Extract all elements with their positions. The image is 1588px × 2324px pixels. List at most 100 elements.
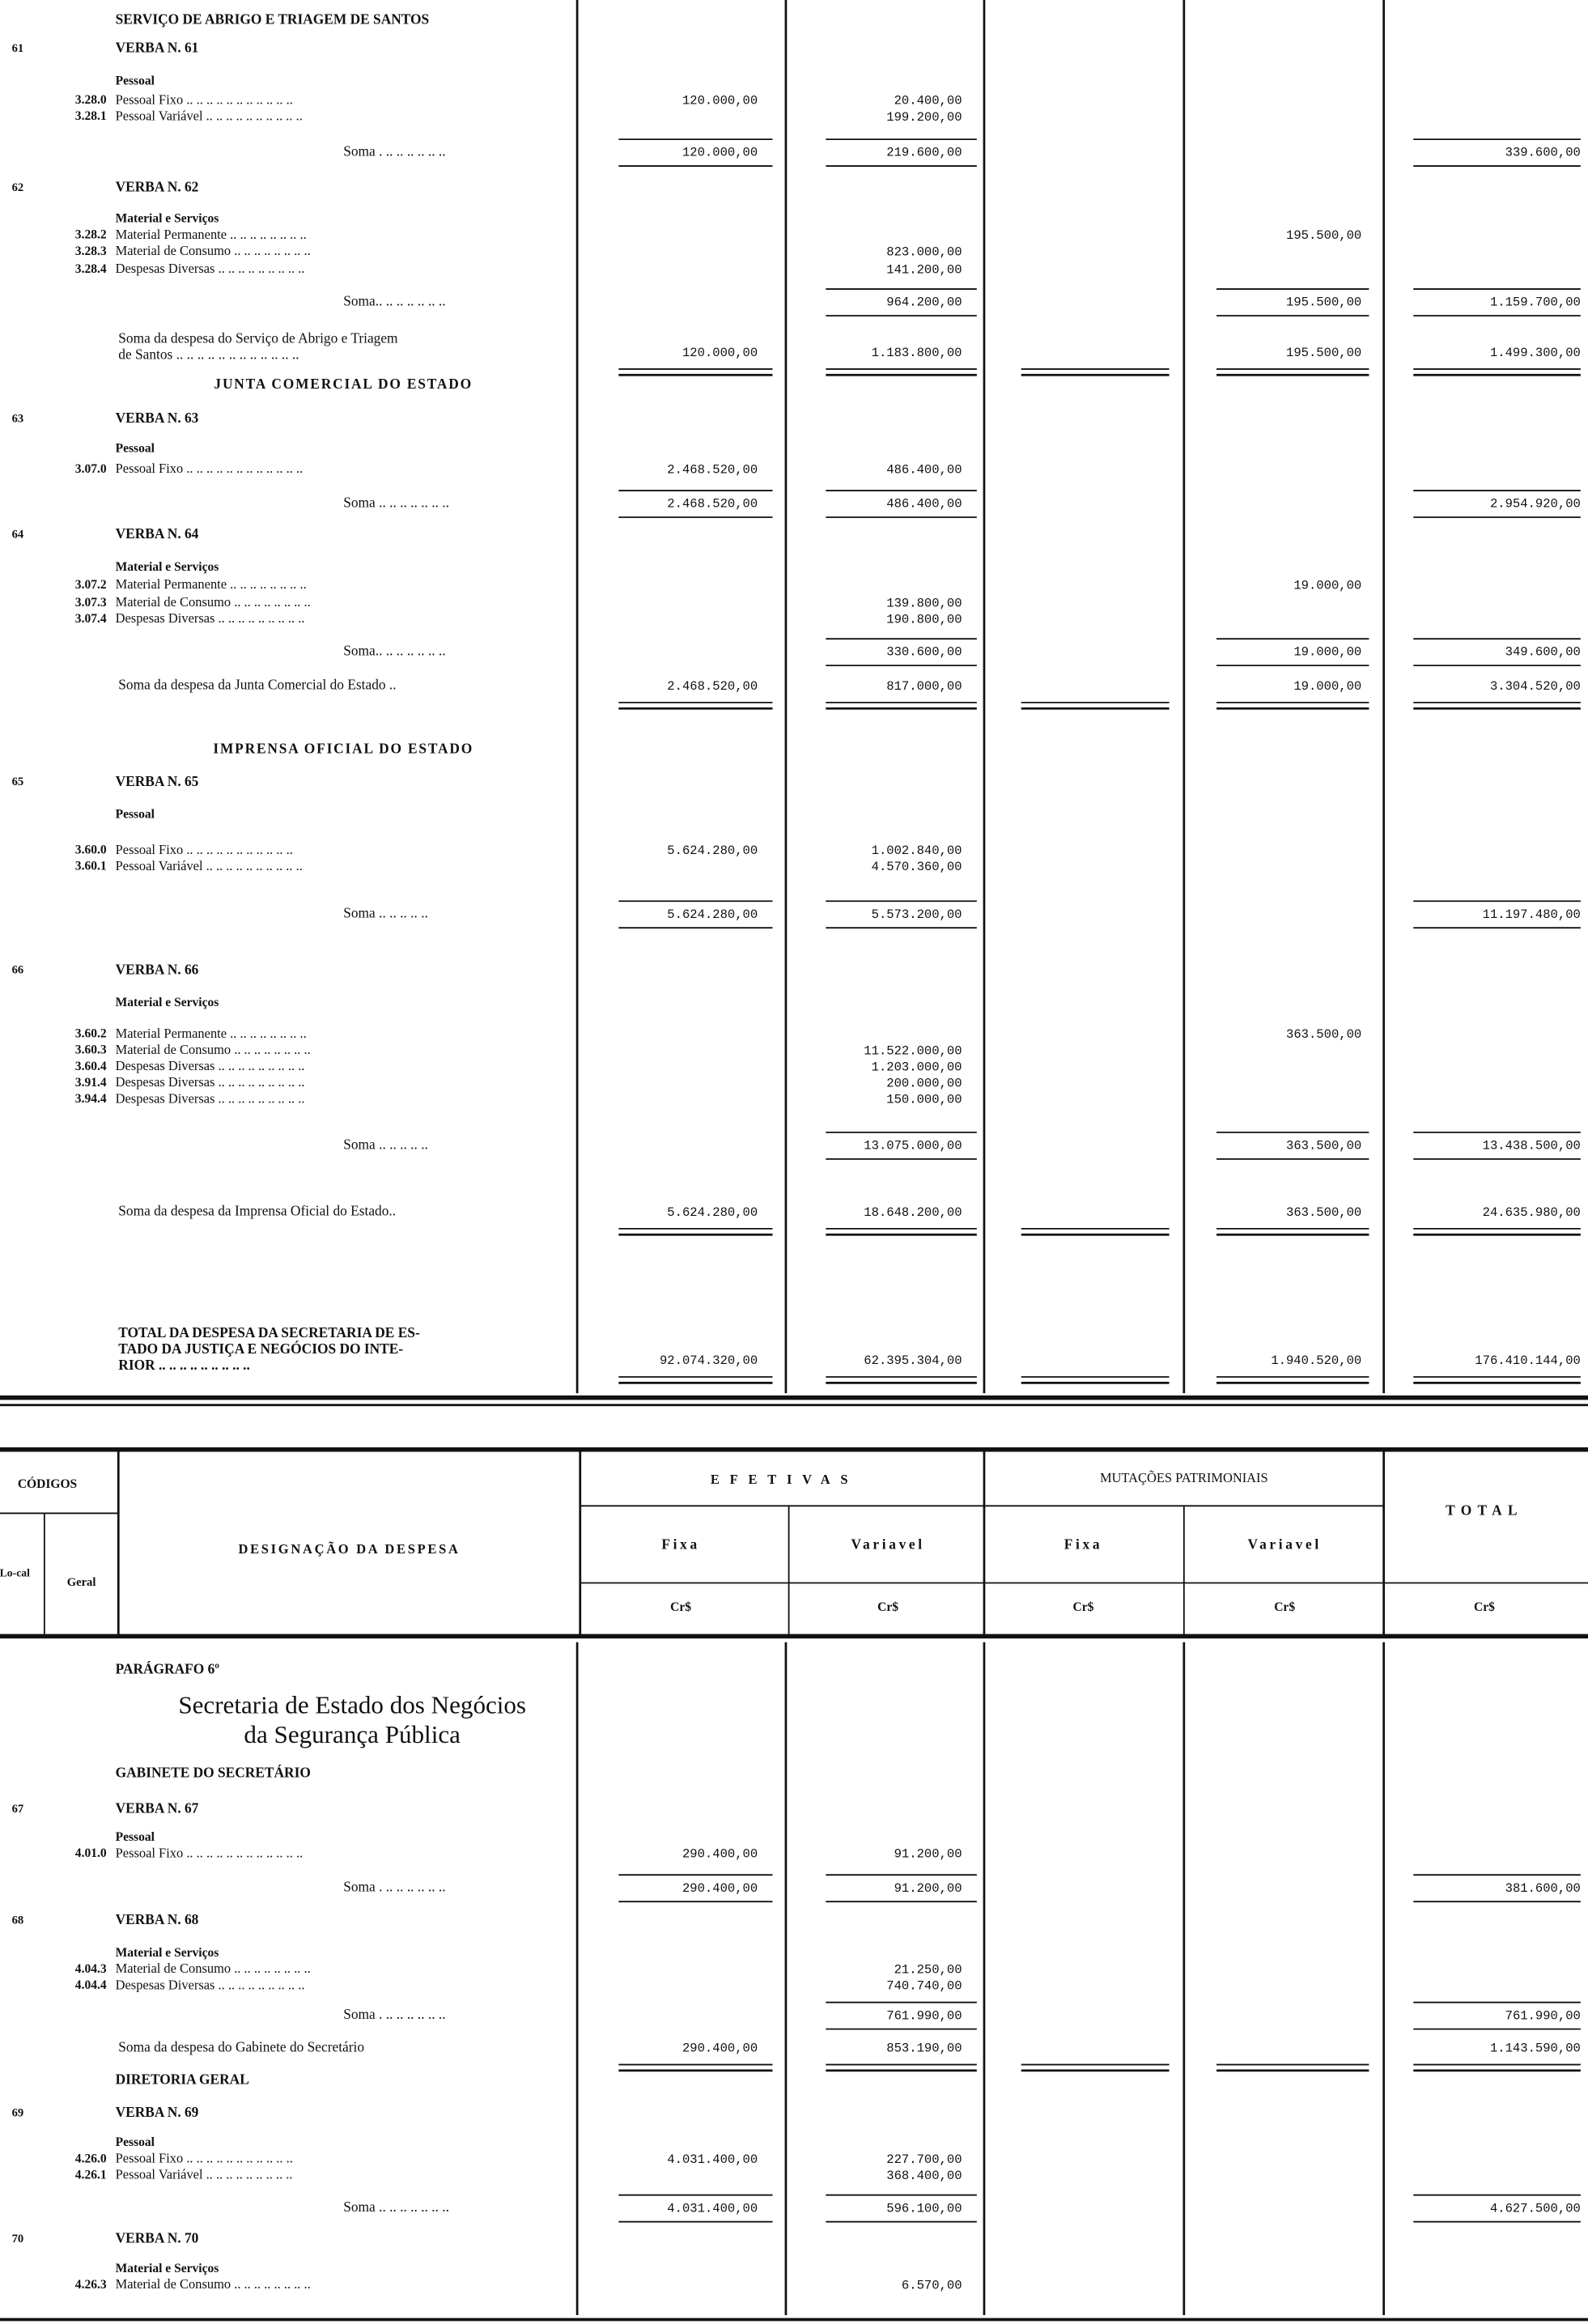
item: Despesas Diversas .. .. .. .. .. .. .. .…: [116, 610, 305, 626]
amount: 596.100,00: [886, 2201, 962, 2216]
verba: VERBA N. 62: [116, 180, 199, 195]
soma: Soma . .. .. .. .. .. ..: [343, 1880, 445, 1895]
amount: 1.940.520,00: [1271, 1353, 1361, 1368]
amount: 4.627.500,00: [1490, 2201, 1581, 2216]
code: 3.60.1: [75, 860, 107, 873]
amount: 1.203.000,00: [872, 1060, 962, 1074]
amount: 91.200,00: [894, 1881, 962, 1896]
item: Material de Consumo .. .. .. .. .. .. ..…: [116, 594, 311, 610]
code: 3.28.3: [75, 244, 107, 258]
item: Pessoal Fixo .. .. .. .. .. .. .. .. .. …: [116, 461, 304, 476]
verba: VERBA N. 63: [116, 410, 199, 426]
amount: 195.500,00: [1286, 346, 1361, 360]
amount: 853.190,00: [886, 2041, 962, 2056]
amount: 120.000,00: [682, 146, 758, 160]
local-code: 70: [12, 2233, 24, 2245]
amount: 190.800,00: [886, 612, 962, 627]
item: Pessoal Variável .. .. .. .. .. .. .. ..…: [116, 858, 303, 873]
header-currency: Cr$: [1474, 1600, 1495, 1614]
item: Pessoal Fixo .. .. .. .. .. .. .. .. .. …: [116, 842, 293, 857]
local-code: 63: [12, 413, 24, 426]
verba: VERBA N. 64: [116, 526, 199, 542]
item: Pessoal Fixo .. .. .. .. .. .. .. .. .. …: [116, 1845, 304, 1860]
amount: 11.197.480,00: [1483, 907, 1581, 922]
group: Pessoal: [116, 74, 155, 87]
amount: 92.074.320,00: [660, 1353, 758, 1368]
amount: 1.183.800,00: [872, 346, 962, 360]
item: Material de Consumo .. .. .. .. .. .. ..…: [116, 1042, 311, 1057]
amount: 6.570,00: [902, 2278, 962, 2292]
verba: VERBA N. 69: [116, 2105, 199, 2120]
code: 3.60.3: [75, 1043, 107, 1057]
code: 4.26.1: [75, 2168, 107, 2182]
code: 3.60.4: [75, 1060, 107, 1073]
section-heading: GABINETE DO SECRETÁRIO: [116, 1765, 311, 1781]
code: 3.07.0: [75, 462, 107, 476]
summary: RIOR .. .. .. .. .. .. .. .. ..: [118, 1357, 250, 1373]
title: da Segurança Pública: [244, 1720, 461, 1748]
amount: 11.522.000,00: [864, 1043, 962, 1058]
amount: 1.002.840,00: [872, 843, 962, 858]
amount: 2.468.520,00: [667, 497, 758, 512]
header-efetivas: EFETIVAS: [711, 1472, 859, 1487]
summary: TOTAL DA DESPESA DA SECRETARIA DE ES-: [118, 1325, 420, 1340]
amount: 1.159.700,00: [1490, 295, 1581, 310]
item: Material de Consumo .. .. .. .. .. .. ..…: [116, 2276, 311, 2292]
amount: 5.573.200,00: [872, 907, 962, 922]
group: Pessoal: [116, 1830, 155, 1844]
heading: JUNTA COMERCIAL DO ESTADO: [214, 376, 473, 392]
verba: VERBA N. 65: [116, 774, 199, 789]
code: 3.60.0: [75, 843, 107, 857]
item: Despesas Diversas .. .. .. .. .. .. .. .…: [116, 1977, 305, 1992]
code: 4.26.3: [75, 2278, 107, 2292]
verba: VERBA N. 67: [116, 1801, 199, 1816]
amount: 5.624.280,00: [667, 843, 758, 858]
group: Material e Serviços: [116, 2262, 219, 2275]
amount: 486.400,00: [886, 497, 962, 512]
amount: 381.600,00: [1505, 1881, 1581, 1896]
code: 3.91.4: [75, 1076, 107, 1090]
amount: 823.000,00: [886, 244, 962, 259]
amount: 290.400,00: [682, 2041, 758, 2056]
item: Material Permanente .. .. .. .. .. .. ..…: [116, 227, 307, 242]
local-code: 68: [12, 1914, 24, 1927]
amount: 330.600,00: [886, 645, 962, 660]
amount: 964.200,00: [886, 295, 962, 310]
code: 3.94.4: [75, 1092, 107, 1106]
amount: 24.635.980,00: [1483, 1205, 1581, 1220]
amount: 19.000,00: [1293, 578, 1361, 593]
summary: Soma da despesa do Serviço de Abrigo e T…: [118, 330, 398, 346]
amount: 13.075.000,00: [864, 1138, 962, 1153]
amount: 62.395.304,00: [864, 1353, 962, 1368]
item: Material de Consumo .. .. .. .. .. .. ..…: [116, 1961, 311, 1976]
code: 3.28.1: [75, 109, 107, 123]
header-designacao: DESIGNAÇÃO DA DESPESA: [238, 1541, 460, 1557]
amount: 5.624.280,00: [667, 1205, 758, 1220]
amount: 339.600,00: [1505, 146, 1581, 160]
code: 3.07.2: [75, 578, 107, 592]
amount: 4.031.400,00: [667, 2152, 758, 2167]
title: Secretaria de Estado dos Negócios: [178, 1690, 526, 1719]
item: Material de Consumo .. .. .. .. .. .. ..…: [116, 243, 311, 258]
amount: 486.400,00: [886, 463, 962, 478]
amount: 363.500,00: [1286, 1205, 1361, 1220]
soma: Soma.. .. .. .. .. .. ..: [343, 293, 445, 308]
item: Pessoal Variável .. .. .. .. .. .. .. ..…: [116, 2167, 293, 2182]
group: Pessoal: [116, 441, 155, 455]
item: Material Permanente .. .. .. .. .. .. ..…: [116, 576, 307, 592]
code: 3.28.2: [75, 228, 107, 242]
soma: Soma.. .. .. .. .. .. ..: [343, 644, 445, 659]
amount: 200.000,00: [886, 1077, 962, 1091]
amount: 227.700,00: [886, 2152, 962, 2167]
amount: 195.500,00: [1286, 295, 1361, 310]
code: 3.60.2: [75, 1027, 107, 1041]
summary: de Santos .. .. .. .. .. .. .. .. .. .. …: [118, 346, 299, 362]
amount: 195.500,00: [1286, 228, 1361, 243]
header-total: TOTAL: [1446, 1503, 1523, 1519]
local-code: 62: [12, 181, 24, 194]
amount: 2.954.920,00: [1490, 497, 1581, 512]
amount: 368.400,00: [886, 2169, 962, 2183]
local-code: 64: [12, 528, 24, 541]
